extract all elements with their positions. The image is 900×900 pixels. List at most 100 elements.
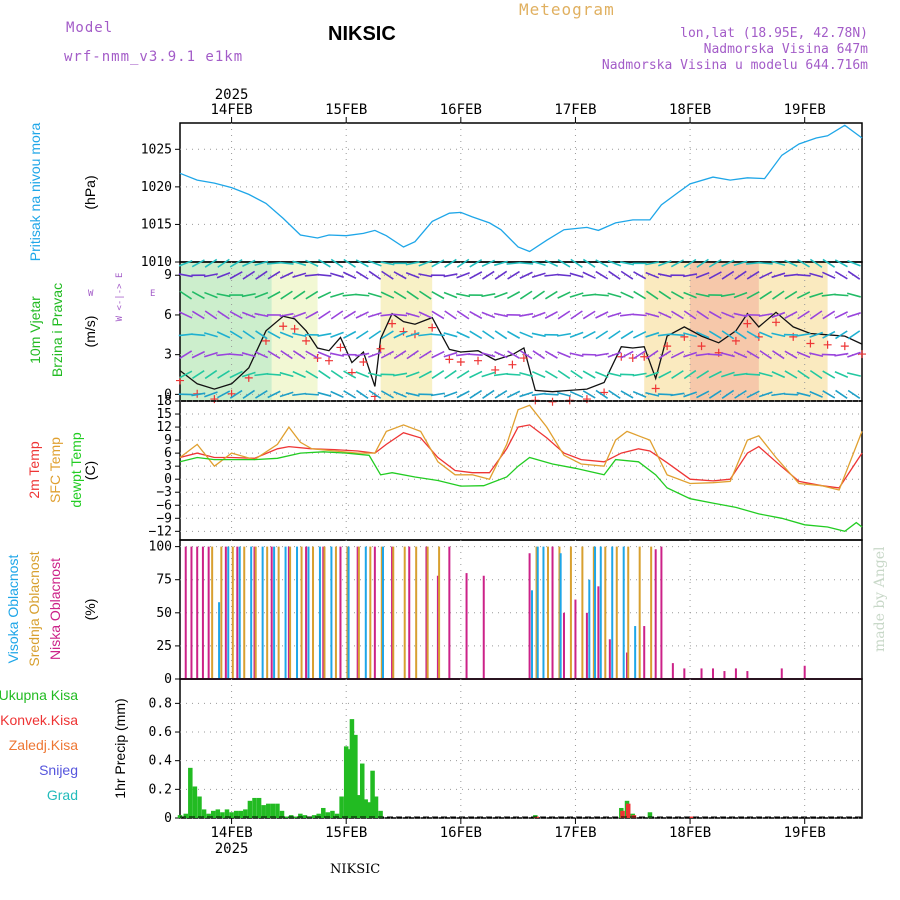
clouds-bar-0 (626, 652, 629, 679)
wind-arrow (280, 350, 293, 360)
clouds-bar-1 (604, 546, 607, 679)
precip-bar-0 (311, 815, 317, 818)
wind-arrow (355, 352, 370, 357)
clouds-bar-2 (381, 546, 384, 679)
wind-arrow (683, 273, 698, 278)
wind-arrow (746, 291, 760, 300)
wind-arrow (469, 271, 483, 280)
wind-arrow (406, 350, 419, 360)
wind-gust-marker (428, 323, 437, 332)
wind-arrow (544, 259, 559, 268)
clouds-bar-1 (220, 546, 223, 679)
wind-arrow (759, 290, 773, 300)
wind-arrow (721, 270, 735, 280)
wind-arrow (493, 312, 508, 318)
clouds-bar-2 (364, 546, 367, 679)
wind-arrow (418, 350, 432, 360)
wind-arrow (482, 270, 495, 280)
clouds-bar-2 (250, 546, 253, 679)
clouds-bar-1 (403, 546, 406, 679)
wind-arrow (695, 292, 710, 298)
x-day-label-bottom: 19FEB (784, 825, 826, 841)
clouds-bar-2 (622, 546, 625, 679)
clouds-bar-2 (634, 626, 637, 679)
clouds-bar-2 (238, 546, 241, 679)
wind-gust-marker (445, 355, 454, 364)
precip-bar-0 (215, 809, 221, 818)
precip-bar-0 (188, 767, 193, 818)
wind-gust-marker (731, 336, 740, 345)
wind-arrow (318, 369, 331, 380)
wind-arrow (771, 260, 786, 267)
precip-bar-0 (224, 809, 230, 818)
precip-bar-0 (330, 810, 335, 818)
wind-arrow (746, 270, 760, 280)
clouds-panel (175, 539, 863, 680)
wind-arrow (330, 258, 344, 268)
clouds-bar-1 (231, 546, 234, 679)
x-day-label-bottom: 15FEB (325, 825, 367, 841)
wind-gust-marker (823, 340, 832, 349)
precip-bar-0 (298, 813, 303, 818)
wind-arrow (708, 271, 722, 280)
wind-gust-marker (302, 336, 311, 345)
wind-arrow (822, 310, 836, 320)
wind-arrow (721, 311, 735, 319)
y-tick-label: 9 (164, 433, 172, 448)
lonlat-label: lon,lat (18.95E, 42.78N) (680, 26, 868, 41)
wind-arrow (469, 389, 483, 399)
clouds-bar-2 (599, 546, 602, 679)
wind-arrow (809, 390, 823, 398)
wind-arrow (720, 293, 735, 298)
pressure-frame (179, 122, 863, 263)
wind-arrow (469, 258, 483, 268)
temperature-side-label-0: 2m Temp (26, 441, 42, 499)
wind-arrow (834, 311, 848, 319)
wind-arrow (746, 261, 761, 265)
clouds-bar-0 (305, 546, 308, 679)
wind-arrow (368, 389, 382, 399)
wind-arrow (342, 271, 357, 279)
wind-arrow (255, 330, 268, 340)
precip-bar-0 (197, 796, 202, 818)
wind-arrow (355, 311, 369, 319)
clouds-bar-0 (201, 546, 204, 679)
wind-arrow (456, 353, 471, 357)
clouds-bar-0 (184, 546, 187, 679)
wind-arrow (847, 351, 861, 358)
wind-arrow (809, 258, 823, 268)
wind-arrow (771, 370, 786, 379)
clouds-bar-1 (558, 546, 561, 679)
wind-arrow (657, 333, 672, 337)
wind-arrow (822, 271, 836, 279)
wind-arrow (771, 332, 786, 338)
wind-arrow (607, 351, 622, 358)
clouds-bar-1 (289, 546, 292, 679)
clouds-bar-1 (243, 546, 246, 679)
wind-arrow (645, 371, 660, 378)
wind-arrow (443, 391, 458, 398)
wind-arrow (279, 261, 294, 265)
wind-arrow (469, 370, 483, 379)
wind-arrow (594, 293, 609, 297)
wind-gust-marker (508, 360, 517, 369)
wind-arrow (494, 260, 508, 267)
wind-arrow (758, 312, 773, 317)
wind-arrow (317, 273, 332, 277)
wind-arrow (204, 351, 218, 358)
clouds-bar-0 (270, 546, 273, 679)
wind-arrow (216, 271, 231, 279)
wind-arrow (494, 270, 508, 280)
wind-gust-marker (474, 356, 483, 365)
temperature-frame (179, 400, 863, 541)
wind-arrow (809, 369, 823, 380)
clouds-bar-2 (536, 546, 539, 679)
wind-arrow (380, 261, 395, 266)
wind-gust-marker (663, 342, 672, 351)
clouds-bar-0 (528, 553, 531, 679)
wind-arrow (582, 293, 597, 297)
clouds-bar-2 (318, 546, 321, 679)
wind-arrow (822, 258, 836, 268)
clouds-bar-0 (654, 549, 657, 679)
wind-arrow (279, 331, 294, 339)
